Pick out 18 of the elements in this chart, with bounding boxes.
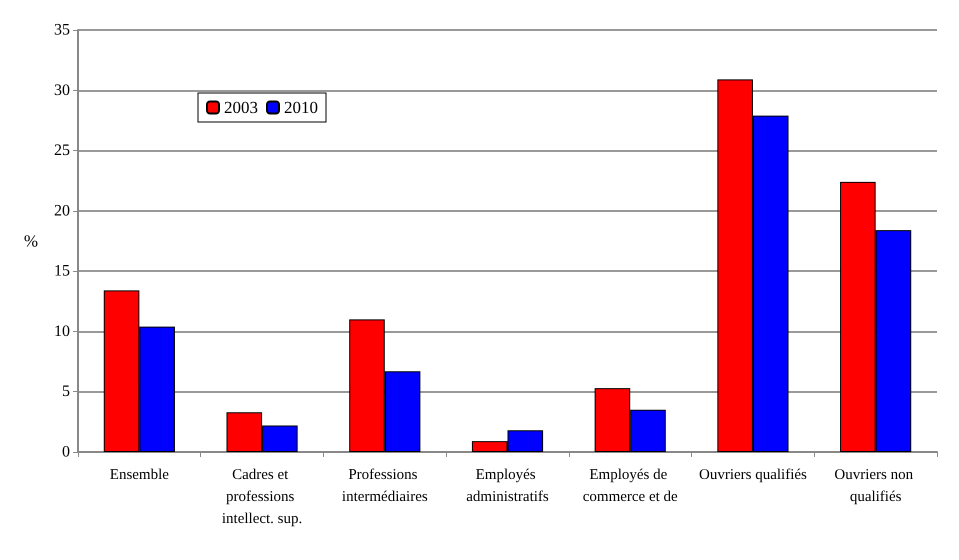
x-tick-label: Ouvriers non qualifiés bbox=[834, 467, 917, 505]
y-tick-label: 35 bbox=[54, 22, 70, 38]
x-tick-label: Cadres et professions intellect. sup. bbox=[222, 467, 302, 527]
x-tick-label: Employés administratifs bbox=[466, 467, 549, 505]
x-tick-label: Ouvriers qualifiés bbox=[698, 467, 808, 483]
x-tick-label: Professions intermédiaires bbox=[342, 467, 428, 505]
y-tick-label: 10 bbox=[54, 322, 70, 340]
y-tick-label: 5 bbox=[62, 383, 70, 400]
legend-label: 2003 bbox=[224, 98, 258, 117]
y-tick-label: 20 bbox=[54, 202, 70, 220]
x-tick-label: Employés de commerce et de bbox=[582, 467, 678, 505]
y-tick-label: 15 bbox=[54, 262, 70, 280]
y-axis-title: % bbox=[24, 232, 38, 250]
y-tick-label: 25 bbox=[54, 142, 70, 160]
x-tick-label: Ensemble bbox=[110, 467, 170, 483]
y-tick-label: 0 bbox=[62, 444, 70, 460]
legend-label: 2010 bbox=[284, 98, 318, 117]
y-tick-label: 30 bbox=[54, 82, 70, 99]
